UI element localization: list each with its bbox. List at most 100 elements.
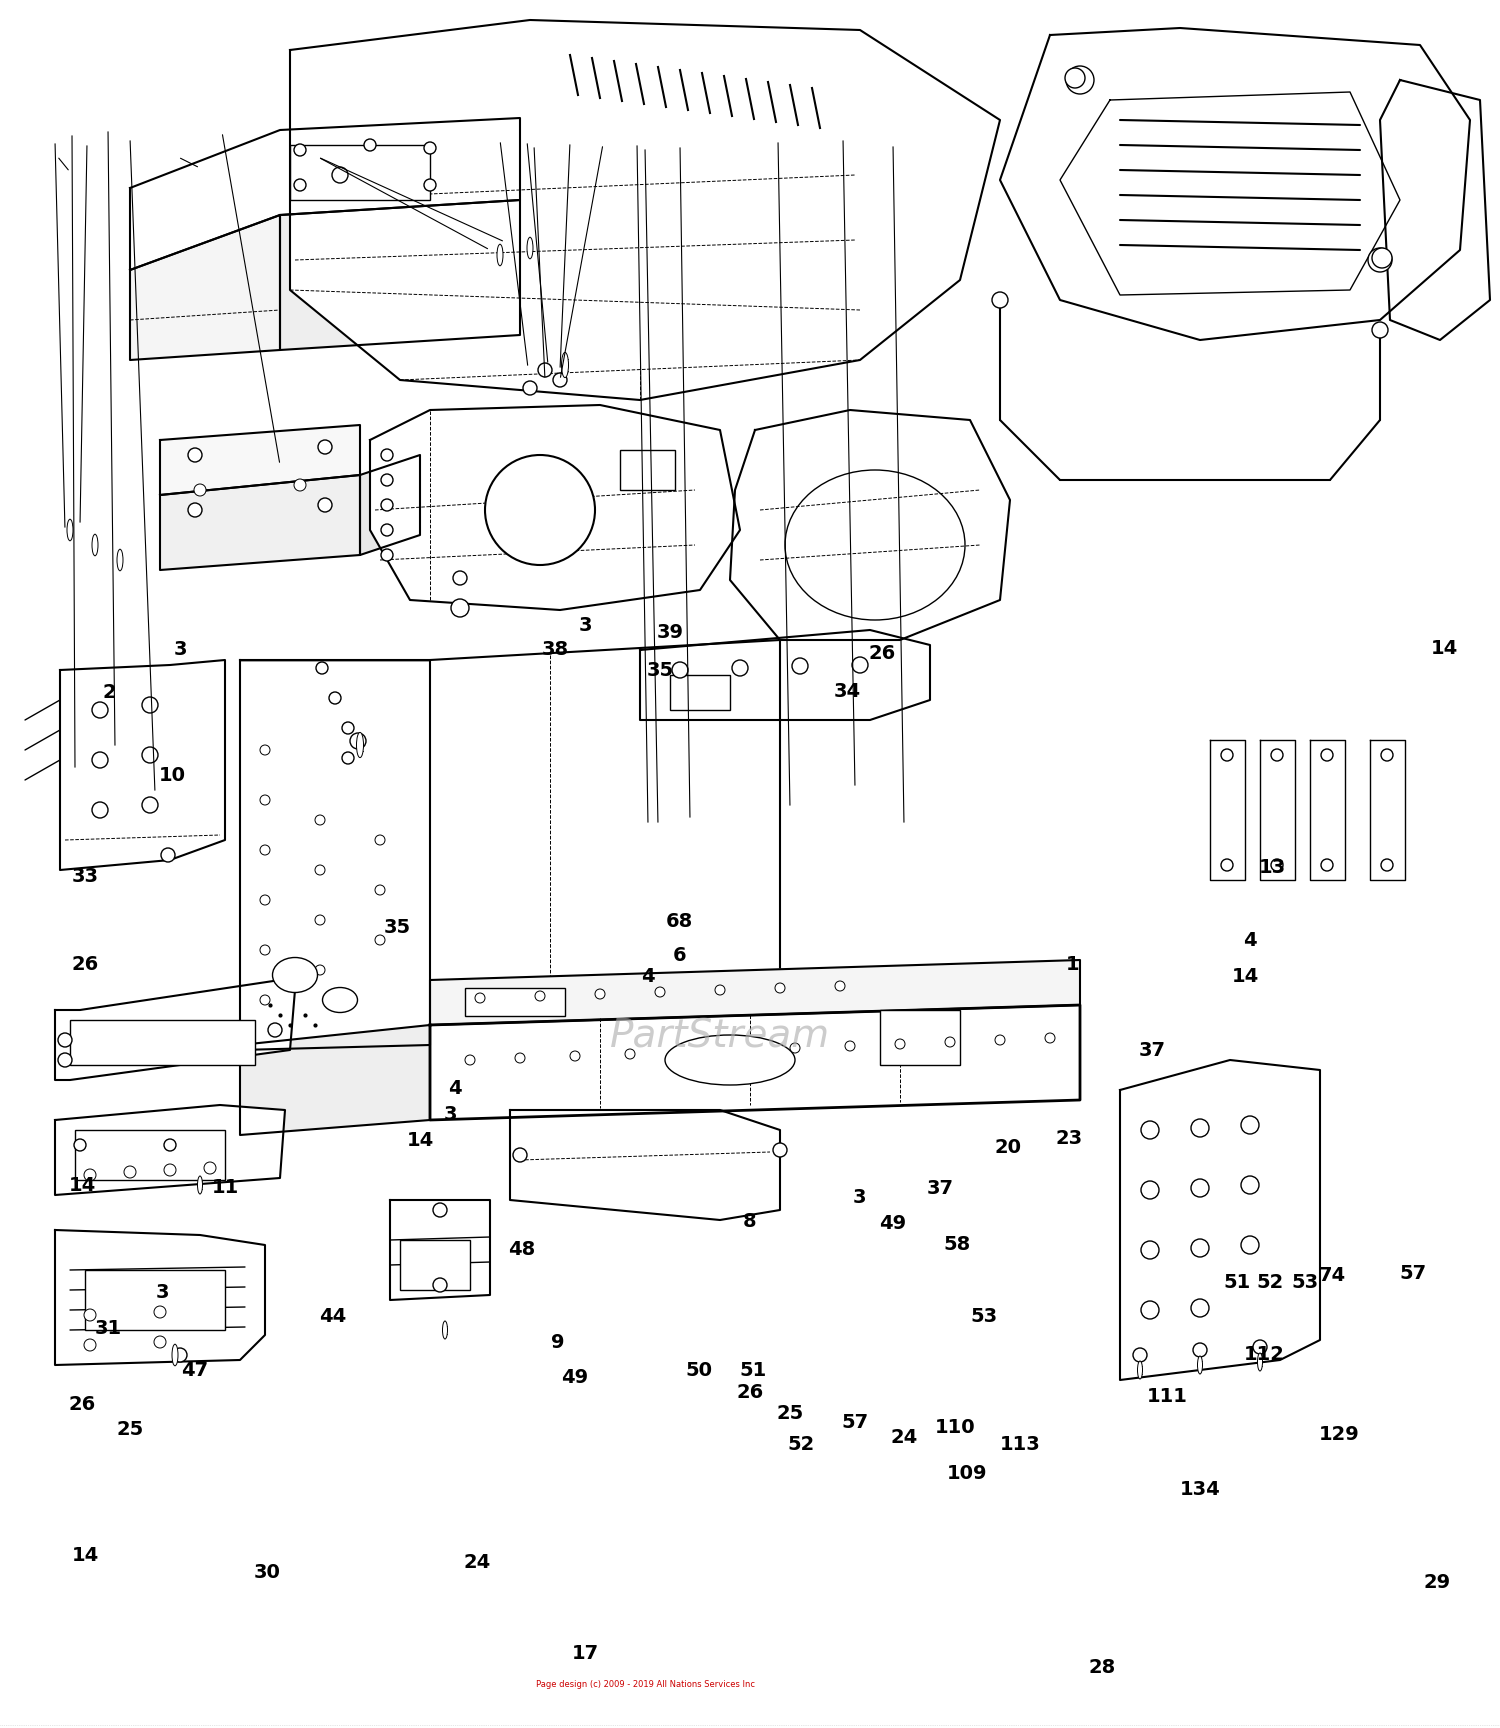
Bar [620,449,675,491]
Text: 35: 35 [384,919,411,937]
Circle shape [994,1035,1005,1045]
Circle shape [260,895,270,905]
Bar [70,1020,255,1064]
Text: 53: 53 [1292,1274,1318,1291]
Circle shape [1142,1301,1160,1318]
Circle shape [364,138,376,150]
Text: 47: 47 [182,1362,209,1379]
Circle shape [790,1044,800,1052]
Circle shape [1142,1121,1160,1139]
Text: 24: 24 [464,1553,490,1571]
Text: 52: 52 [1257,1274,1284,1291]
Circle shape [772,1142,788,1158]
Polygon shape [280,200,520,351]
Ellipse shape [496,244,502,266]
Circle shape [375,835,386,845]
Circle shape [92,802,108,817]
Text: 4: 4 [1242,931,1257,949]
Circle shape [194,484,206,496]
Ellipse shape [68,518,74,541]
Text: 8: 8 [742,1213,758,1230]
Circle shape [513,1147,526,1161]
Ellipse shape [664,1035,795,1085]
Circle shape [680,1047,690,1058]
Circle shape [776,983,784,994]
Text: 23: 23 [1056,1130,1083,1147]
Polygon shape [290,21,1000,399]
Circle shape [92,702,108,719]
Circle shape [1066,66,1094,93]
Circle shape [260,745,270,755]
Bar [670,676,730,710]
Circle shape [1240,1236,1258,1255]
Text: 26: 26 [736,1384,764,1401]
Text: 2: 2 [102,684,117,702]
Circle shape [342,722,354,734]
Bar [290,145,430,200]
Text: PartStream: PartStream [610,1018,830,1056]
Circle shape [735,1045,746,1056]
Ellipse shape [172,1344,178,1365]
Circle shape [1372,249,1392,268]
Circle shape [716,985,724,995]
Text: 3: 3 [172,641,186,658]
Circle shape [656,987,664,997]
Bar [465,988,566,1016]
Circle shape [381,473,393,486]
Text: 58: 58 [944,1236,970,1253]
Circle shape [792,658,808,674]
Circle shape [260,995,270,1006]
Ellipse shape [92,534,98,556]
Polygon shape [1000,28,1470,340]
Circle shape [1322,859,1334,871]
Circle shape [524,380,537,396]
Text: 111: 111 [1146,1388,1188,1405]
Text: 3: 3 [444,1106,456,1123]
Circle shape [124,1166,136,1178]
Circle shape [316,662,328,674]
Text: 14: 14 [72,1547,99,1564]
Text: 14: 14 [1431,639,1458,657]
Text: 35: 35 [646,662,674,679]
Circle shape [294,479,306,491]
Polygon shape [510,1109,780,1220]
Text: 49: 49 [561,1369,588,1386]
Circle shape [342,752,354,764]
Text: Page design (c) 2009 - 2019 All Nations Services Inc: Page design (c) 2009 - 2019 All Nations … [536,1680,754,1690]
Circle shape [315,964,326,975]
Circle shape [260,795,270,805]
Text: 26: 26 [72,956,99,973]
Text: 34: 34 [834,683,861,700]
Circle shape [58,1052,72,1066]
Ellipse shape [117,550,123,570]
Circle shape [1322,748,1334,760]
Circle shape [204,1161,216,1173]
Circle shape [1191,1120,1209,1137]
Text: 74: 74 [1318,1267,1346,1284]
Text: 25: 25 [117,1420,144,1438]
Text: 14: 14 [69,1177,96,1194]
Text: 39: 39 [657,624,684,641]
Circle shape [318,498,332,511]
Circle shape [896,1039,904,1049]
Polygon shape [60,660,225,869]
Text: 68: 68 [666,912,693,930]
Circle shape [318,441,332,454]
Text: 1: 1 [1065,956,1080,973]
Ellipse shape [1137,1362,1143,1379]
Circle shape [58,1033,72,1047]
Circle shape [1191,1299,1209,1317]
Text: 20: 20 [994,1139,1022,1156]
Circle shape [350,733,366,748]
Circle shape [84,1310,96,1320]
Text: 52: 52 [788,1436,814,1453]
Text: 49: 49 [879,1215,906,1232]
Polygon shape [1120,1059,1320,1381]
Circle shape [315,866,326,874]
Circle shape [315,816,326,824]
Circle shape [260,845,270,855]
Text: 129: 129 [1318,1426,1360,1443]
Text: 113: 113 [999,1436,1041,1453]
Ellipse shape [273,957,318,992]
Text: 28: 28 [1089,1659,1116,1676]
